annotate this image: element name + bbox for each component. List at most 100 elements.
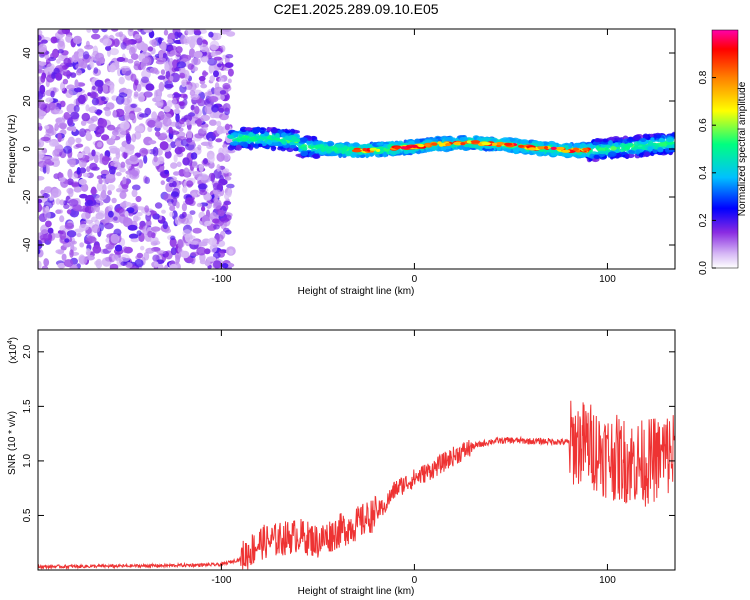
spectrogram-signal-cell xyxy=(272,146,277,150)
spectrogram-noise-cell xyxy=(190,104,195,111)
spectrogram-noise-cell xyxy=(127,58,134,64)
spectrogram-noise-cell xyxy=(227,188,232,198)
spectrogram-noise-cell xyxy=(200,175,211,184)
spectrogram-noise-cell xyxy=(93,67,99,74)
spectrogram-noise-cell xyxy=(38,69,45,74)
spectrogram-noise-cell xyxy=(160,180,165,186)
spectrogram-noise-cell xyxy=(133,63,141,71)
spectrogram-noise-cell xyxy=(216,120,222,127)
snr-frame xyxy=(37,329,676,571)
spectrogram-noise-cell xyxy=(216,125,224,135)
spectrogram-noise-cell xyxy=(91,85,96,91)
spectrogram-noise-cell xyxy=(48,102,56,111)
spectrogram-signal-cell xyxy=(270,128,278,134)
spectrogram-x-label: Height of straight line (km) xyxy=(298,286,415,297)
spectrogram-noise-cell xyxy=(135,195,142,203)
spectrogram-signal-cell xyxy=(655,134,661,139)
spectrogram-signal-cell xyxy=(671,143,675,149)
spectrogram-noise-cell xyxy=(164,63,170,72)
spectrogram-signal-cell xyxy=(490,138,497,142)
spectrogram-noise-cell xyxy=(47,227,54,234)
spectrogram-y-tick-label: 0 xyxy=(22,146,33,152)
colorbar-label: Normalized spectral amplitude xyxy=(737,81,748,216)
spectrogram-noise-cell xyxy=(210,173,215,183)
spectrogram-noise-cell xyxy=(79,193,88,199)
spectrogram-noise-cell xyxy=(66,209,72,214)
spectrogram-peak-cell xyxy=(550,146,557,150)
spectrogram-noise-cell xyxy=(144,107,152,116)
spectrogram-signal-cell xyxy=(594,138,601,143)
spectrogram-noise-cell xyxy=(53,67,60,75)
spectrogram-noise-cell xyxy=(175,46,183,54)
spectrogram-signal-cell xyxy=(299,137,308,143)
spectrogram-signal-cell xyxy=(264,132,270,137)
spectrogram-noise-cell xyxy=(146,219,152,227)
spectrogram-noise-cell xyxy=(89,58,94,68)
spectrogram-noise-cell xyxy=(158,50,164,60)
snr-y-label: SNR (10 * v/v) xyxy=(7,411,18,475)
spectrogram-noise-cell xyxy=(100,189,107,199)
spectrogram-signal-cell xyxy=(503,148,510,152)
spectrogram-noise-cell xyxy=(43,258,49,266)
spectrogram-noise-cell xyxy=(202,70,207,78)
spectrogram-noise-cell xyxy=(45,164,50,175)
spectrogram-noise-cell xyxy=(44,210,51,220)
spectrogram-noise-cell xyxy=(38,61,47,66)
spectrogram-noise-cell xyxy=(210,50,216,58)
spectrogram-noise-cell xyxy=(60,81,66,92)
spectrogram-y-ticks: -40 -20 0 20 40 xyxy=(22,47,675,252)
spectrogram-signal-cell xyxy=(320,146,326,153)
spectrogram-signal-cell xyxy=(588,143,593,149)
spectrogram-signal-cell xyxy=(638,151,644,158)
spectrogram-noise-cell xyxy=(222,29,232,32)
spectrogram-signal-cell xyxy=(658,138,666,143)
spectrogram-noise-cell xyxy=(154,202,163,209)
spectrogram-noise-cell xyxy=(141,43,149,52)
spectrogram-noise-cell xyxy=(61,253,67,261)
spectrogram-noise-cell xyxy=(208,96,219,103)
spectrogram-signal-cell xyxy=(436,146,442,151)
spectrogram-noise-cell xyxy=(208,31,214,38)
spectrogram-signal-cell xyxy=(284,135,293,141)
spectrogram-noise-cell xyxy=(144,176,150,184)
spectrogram-noise-cell xyxy=(131,133,137,143)
spectrogram-noise-cell xyxy=(95,212,105,220)
spectrogram-noise-cell xyxy=(75,97,80,107)
spectrogram-noise-cell xyxy=(128,46,136,56)
spectrogram-noise-cell xyxy=(130,103,137,108)
spectrogram-noise-cell xyxy=(70,240,77,245)
spectrogram-noise-cell xyxy=(57,29,66,35)
spectrogram-noise-cell xyxy=(181,250,190,259)
spectrogram-signal-cell xyxy=(335,143,344,148)
spectrogram-noise-cell xyxy=(104,109,112,117)
spectrogram-y-tick-label: -40 xyxy=(22,237,33,252)
spectrogram-noise-cell xyxy=(91,149,96,157)
spectrogram-signal-cell xyxy=(573,144,580,149)
spectrogram-signal-cell xyxy=(338,152,343,159)
spectrogram-noise-cell xyxy=(95,125,105,135)
spectrogram-noise-cell xyxy=(151,39,158,48)
spectrogram-noise-cell xyxy=(51,158,60,168)
spectrogram-signal-cell xyxy=(229,141,239,146)
spectrogram-noise-cell xyxy=(93,154,99,164)
spectrogram-noise-cell xyxy=(147,230,153,238)
spectrogram-signal-cell xyxy=(468,144,478,149)
spectrogram-noise-cell xyxy=(157,156,165,165)
spectrogram-noise-cell xyxy=(174,141,182,147)
spectrogram-noise-cell xyxy=(142,57,150,64)
spectrogram-noise-cell xyxy=(215,138,223,143)
spectrogram-noise-cell xyxy=(113,216,118,221)
spectrogram-noise-cell xyxy=(135,216,141,221)
spectrogram-noise-cell xyxy=(64,222,75,230)
spectrogram-peak-cell xyxy=(492,142,498,146)
spectrogram-signal-cell xyxy=(608,140,613,146)
spectrogram-noise-cell xyxy=(191,160,198,168)
spectrogram-noise-cell xyxy=(170,162,178,169)
spectrogram-noise-cell xyxy=(38,29,43,36)
spectrogram-noise-cell xyxy=(105,174,116,179)
spectrogram-noise-cell xyxy=(155,95,162,102)
spectrogram-noise-cell xyxy=(77,51,84,60)
spectrogram-signal-cell xyxy=(288,145,297,149)
spectrogram-noise-cell xyxy=(166,99,173,109)
spectrogram-noise-cell xyxy=(78,178,87,185)
